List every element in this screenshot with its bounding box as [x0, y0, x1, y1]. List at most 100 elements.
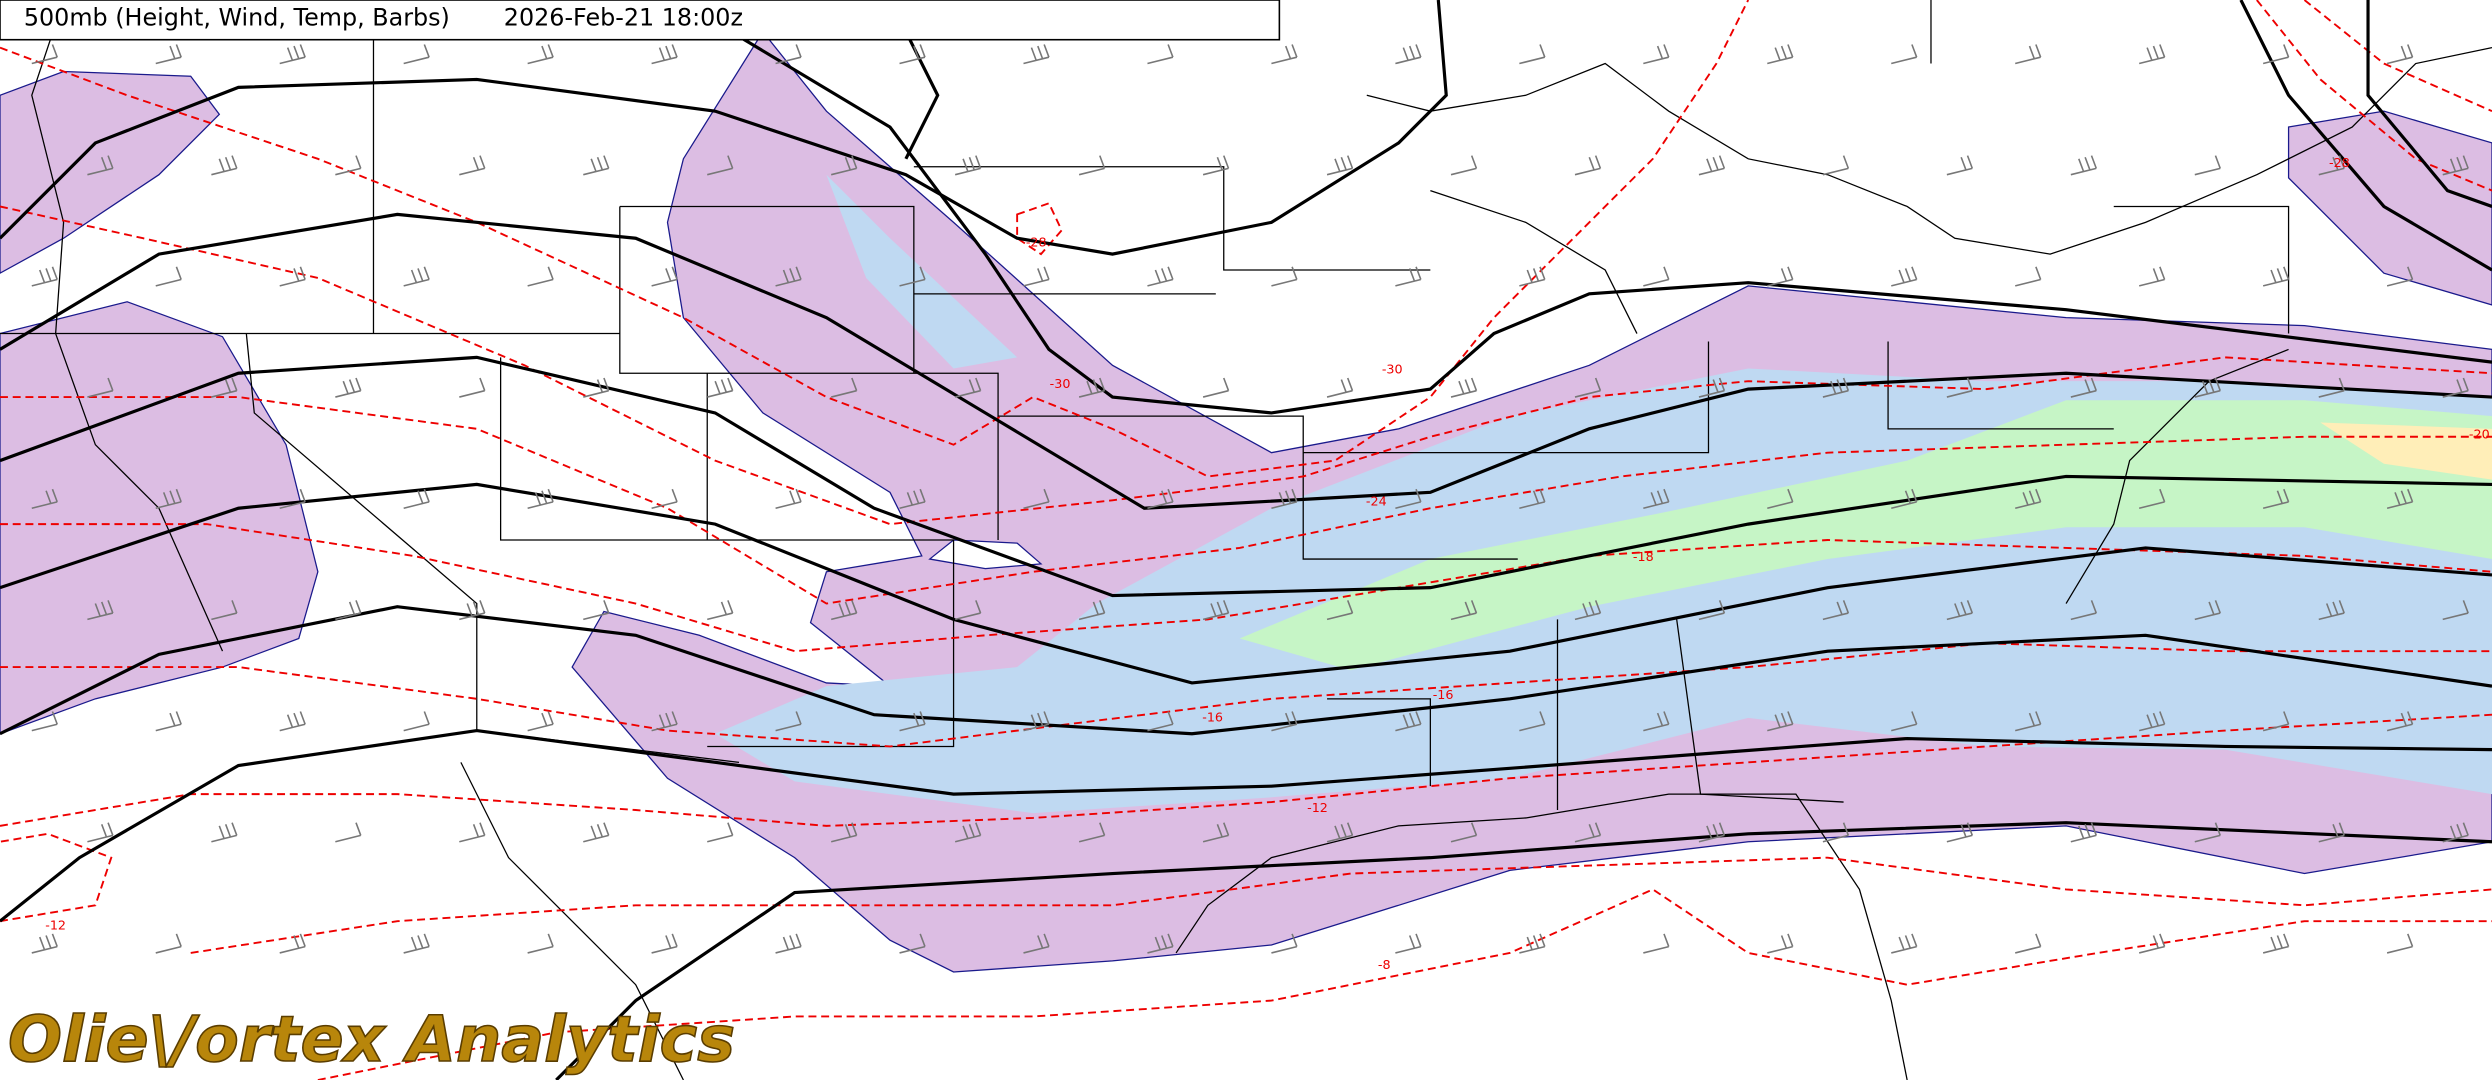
wind-barb	[2386, 44, 2414, 65]
wind-barb	[1147, 488, 1174, 510]
wind-barb	[2194, 377, 2221, 398]
wind-barb	[1946, 377, 1974, 398]
wind-barb	[2262, 266, 2290, 287]
contour-label: -28	[1026, 235, 1047, 250]
wind-barb	[1698, 155, 1726, 176]
wind-barb	[2386, 933, 2414, 954]
wind-barb	[1078, 600, 1106, 621]
wind-barb	[1147, 933, 1174, 954]
wind-barb	[1519, 711, 1546, 732]
wind-barb	[1450, 600, 1478, 621]
wind-barb	[1271, 933, 1298, 954]
wind-barb	[279, 488, 306, 510]
wind-barb	[2318, 822, 2345, 843]
wind-barb	[1822, 822, 1850, 843]
wind-barb	[1078, 822, 1106, 843]
wind-barb	[1767, 933, 1794, 954]
wind-barb	[527, 933, 554, 954]
wind-barb	[651, 44, 678, 65]
map-title: 500mb (Height, Wind, Temp, Barbs)	[24, 4, 450, 32]
wind-barb	[2070, 377, 2098, 398]
wind-barb	[335, 822, 362, 843]
wind-barb	[651, 711, 678, 732]
boundaries-part	[31, 0, 2492, 1080]
wind-barb	[1698, 377, 1726, 398]
wind-barb	[775, 933, 802, 954]
height-contours-part	[730, 30, 2492, 415]
contour-label: -28	[2329, 155, 2350, 170]
wind-barb	[155, 933, 182, 954]
wind-barb	[1147, 44, 1174, 65]
wind-barb	[1643, 488, 1670, 510]
wind-speed-shading-part	[1239, 400, 2492, 671]
wind-barb	[2138, 44, 2166, 65]
wind-barb	[1698, 822, 1726, 843]
wind-barb	[1202, 600, 1230, 621]
wind-barb	[1271, 711, 1298, 732]
wind-barb	[707, 600, 734, 621]
wind-barb	[1822, 377, 1850, 398]
wind-barb	[1519, 488, 1546, 510]
wind-barb	[2262, 44, 2290, 65]
wind-barb	[1395, 933, 1422, 954]
wind-barb	[2318, 377, 2345, 398]
wind-barb	[1202, 822, 1230, 843]
wind-barb	[527, 266, 554, 287]
wind-barb	[2070, 822, 2098, 843]
wind-barb	[899, 266, 926, 287]
wind-barb	[2386, 266, 2414, 287]
temperature-contours-part	[0, 0, 1750, 478]
wind-barb	[459, 377, 486, 398]
wind-barb	[2386, 711, 2414, 732]
wind-barb	[87, 155, 114, 176]
wind-barb	[1891, 711, 1918, 732]
wind-barb	[2015, 488, 2042, 510]
wind-barb	[1891, 44, 1918, 65]
wind-barb	[2015, 266, 2042, 287]
wind-barb	[1202, 155, 1230, 176]
wind-barb	[1395, 711, 1422, 732]
temperature-contours-part	[0, 523, 2492, 653]
wind-barb	[279, 266, 306, 287]
valid-time: 2026-Feb-21 18:00z	[504, 4, 743, 32]
contour-label: -16	[1433, 687, 1454, 702]
wind-barb	[2138, 266, 2166, 287]
wind-barb	[831, 155, 858, 176]
wind-barb	[651, 488, 678, 510]
wind-barb	[279, 933, 306, 954]
wind-barb	[279, 44, 306, 65]
wind-barb	[1023, 44, 1050, 65]
wind-barb	[403, 933, 430, 954]
wind-barb	[1574, 377, 1602, 398]
wind-barb	[1147, 266, 1174, 287]
wind-barb	[1574, 822, 1602, 843]
wind-barb	[707, 377, 734, 398]
wind-barb	[831, 600, 858, 621]
wind-barb	[211, 822, 238, 843]
wind-barb	[1643, 711, 1670, 732]
wind-barb	[2442, 377, 2469, 398]
wind-barb	[335, 600, 362, 621]
wind-barb	[1395, 266, 1422, 287]
height-contours-part	[0, 482, 2492, 685]
wind-barb	[2015, 44, 2042, 65]
wind-barb	[1698, 600, 1726, 621]
wind-barb	[459, 822, 486, 843]
wind-barb	[87, 600, 114, 621]
wind-barb	[2262, 933, 2290, 954]
wind-barb	[2442, 155, 2469, 176]
header-box	[0, 0, 1281, 41]
wind-barb	[899, 711, 926, 732]
wind-barb	[403, 488, 430, 510]
wind-barb	[403, 44, 430, 65]
wind-barb	[1023, 266, 1050, 287]
contour-label: -18	[1633, 549, 1654, 564]
wind-barb	[651, 933, 678, 954]
contour-label: -12	[45, 917, 66, 932]
wind-barb	[1450, 377, 1478, 398]
wind-barb	[1271, 266, 1298, 287]
wind-barb	[2070, 600, 2098, 621]
temperature-contours-part	[0, 205, 2492, 526]
wind-barb	[1891, 933, 1918, 954]
